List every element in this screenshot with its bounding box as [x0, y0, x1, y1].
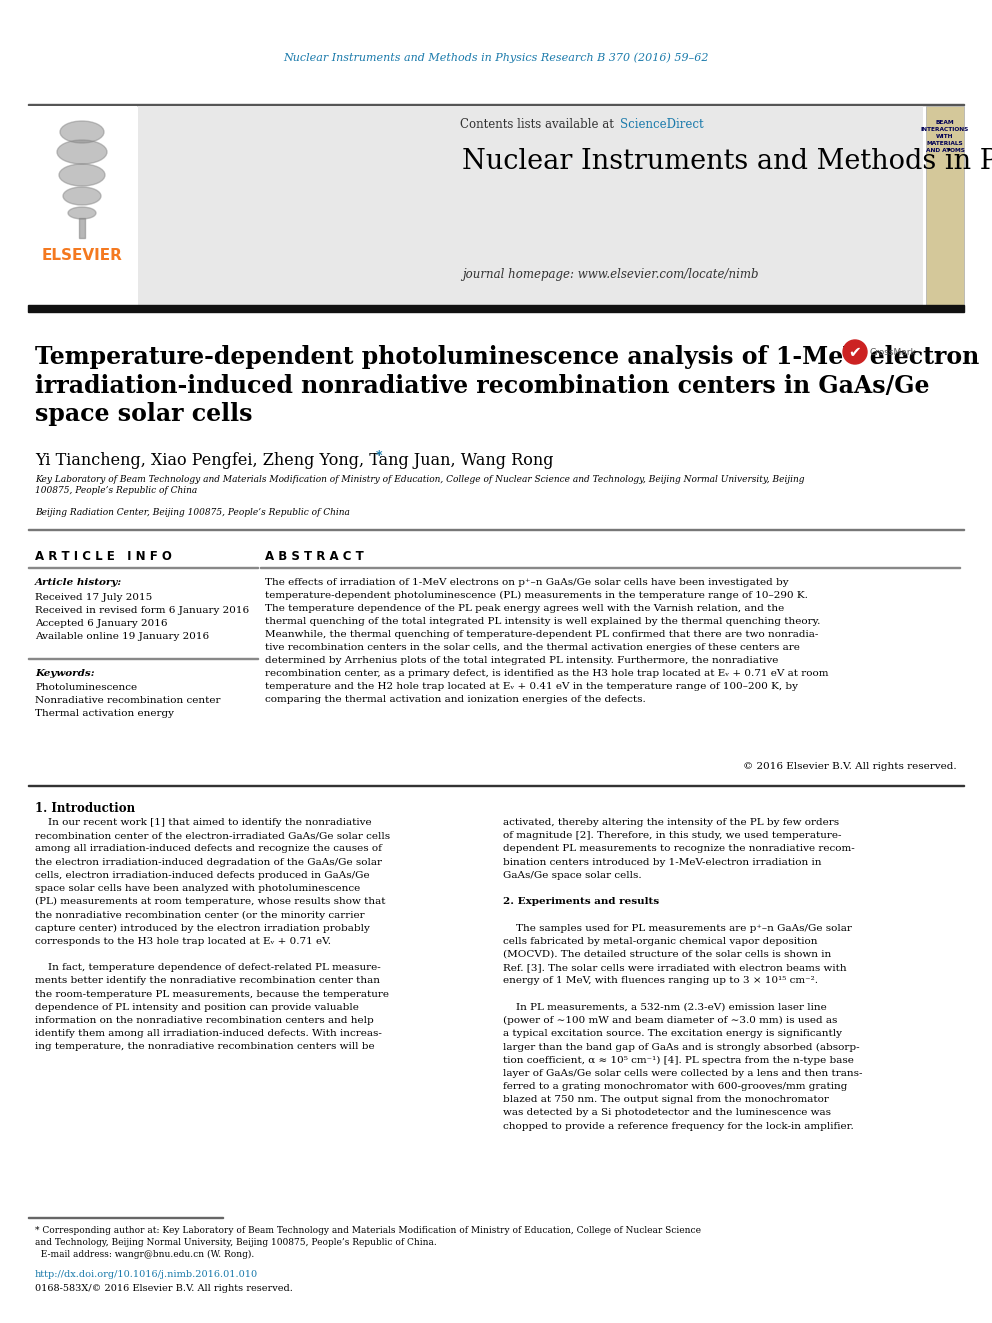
Text: Received 17 July 2015: Received 17 July 2015: [35, 593, 152, 602]
Bar: [138, 106, 923, 308]
Text: © 2016 Elsevier B.V. All rights reserved.: © 2016 Elsevier B.V. All rights reserved…: [743, 762, 957, 771]
Text: Temperature-dependent photoluminescence analysis of 1-MeV electron
irradiation-i: Temperature-dependent photoluminescence …: [35, 345, 979, 426]
Text: Keywords:: Keywords:: [35, 669, 94, 677]
Text: Key Laboratory of Beam Technology and Materials Modification of Ministry of Educ: Key Laboratory of Beam Technology and Ma…: [35, 475, 805, 495]
Text: corresponds to the H3 hole trap located at Eᵥ + 0.71 eV.: corresponds to the H3 hole trap located …: [35, 937, 331, 946]
Text: of magnitude [2]. Therefore, in this study, we used temperature-: of magnitude [2]. Therefore, in this stu…: [503, 831, 841, 840]
Text: Nuclear Instruments and Methods in Physics Research B: Nuclear Instruments and Methods in Physi…: [462, 148, 992, 175]
Bar: [926, 106, 964, 308]
Text: ferred to a grating monochromator with 600-grooves/mm grating: ferred to a grating monochromator with 6…: [503, 1082, 847, 1091]
Text: identify them among all irradiation-induced defects. With increas-: identify them among all irradiation-indu…: [35, 1029, 382, 1039]
Text: ELSEVIER: ELSEVIER: [42, 247, 122, 263]
Text: recombination center, as a primary defect, is identified as the H3 hole trap loc: recombination center, as a primary defec…: [265, 669, 828, 677]
Text: 0168-583X/© 2016 Elsevier B.V. All rights reserved.: 0168-583X/© 2016 Elsevier B.V. All right…: [35, 1285, 293, 1293]
Text: temperature-dependent photoluminescence (PL) measurements in the temperature ran: temperature-dependent photoluminescence …: [265, 591, 807, 601]
Text: the nonradiative recombination center (or the minority carrier: the nonradiative recombination center (o…: [35, 910, 365, 919]
Bar: [79, 218, 85, 238]
Text: determined by Arrhenius plots of the total integrated PL intensity. Furthermore,: determined by Arrhenius plots of the tot…: [265, 656, 779, 665]
Text: Available online 19 January 2016: Available online 19 January 2016: [35, 632, 209, 642]
Text: In PL measurements, a 532-nm (2.3-eV) emission laser line: In PL measurements, a 532-nm (2.3-eV) em…: [503, 1003, 826, 1012]
Text: Photoluminescence: Photoluminescence: [35, 683, 137, 692]
Text: activated, thereby altering the intensity of the PL by few orders: activated, thereby altering the intensit…: [503, 818, 839, 827]
Text: layer of GaAs/Ge solar cells were collected by a lens and then trans-: layer of GaAs/Ge solar cells were collec…: [503, 1069, 862, 1078]
Text: The samples used for PL measurements are p⁺–n GaAs/Ge solar: The samples used for PL measurements are…: [503, 923, 852, 933]
Text: ScienceDirect: ScienceDirect: [620, 118, 703, 131]
Bar: [28, 103, 964, 105]
Text: Meanwhile, the thermal quenching of temperature-dependent PL confirmed that ther: Meanwhile, the thermal quenching of temp…: [265, 630, 818, 639]
Text: a typical excitation source. The excitation energy is significantly: a typical excitation source. The excitat…: [503, 1029, 842, 1039]
Circle shape: [843, 340, 867, 364]
Ellipse shape: [60, 120, 104, 143]
Text: was detected by a Si photodetector and the luminescence was: was detected by a Si photodetector and t…: [503, 1109, 831, 1118]
Bar: [28, 106, 137, 308]
Text: thermal quenching of the total integrated PL intensity is well explained by the : thermal quenching of the total integrate…: [265, 617, 820, 626]
Text: Accepted 6 January 2016: Accepted 6 January 2016: [35, 619, 168, 628]
Ellipse shape: [57, 140, 107, 164]
Text: cells, electron irradiation-induced defects produced in GaAs/Ge: cells, electron irradiation-induced defe…: [35, 871, 370, 880]
Text: cells fabricated by metal-organic chemical vapor deposition: cells fabricated by metal-organic chemic…: [503, 937, 817, 946]
Text: Received in revised form 6 January 2016: Received in revised form 6 January 2016: [35, 606, 249, 615]
Text: http://dx.doi.org/10.1016/j.nimb.2016.01.010: http://dx.doi.org/10.1016/j.nimb.2016.01…: [35, 1270, 258, 1279]
Text: dependence of PL intensity and position can provide valuable: dependence of PL intensity and position …: [35, 1003, 359, 1012]
Text: dependent PL measurements to recognize the nonradiative recom-: dependent PL measurements to recognize t…: [503, 844, 855, 853]
Text: CrossMark: CrossMark: [870, 348, 917, 357]
Text: Nonradiative recombination center: Nonradiative recombination center: [35, 696, 220, 705]
Text: bination centers introduced by 1-MeV-electron irradiation in: bination centers introduced by 1-MeV-ele…: [503, 857, 821, 867]
Text: comparing the thermal activation and ionization energies of the defects.: comparing the thermal activation and ion…: [265, 695, 646, 704]
Text: Yi Tiancheng, Xiao Pengfei, Zheng Yong, Tang Juan, Wang Rong: Yi Tiancheng, Xiao Pengfei, Zheng Yong, …: [35, 452, 554, 468]
Text: energy of 1 MeV, with fluences ranging up to 3 × 10¹⁵ cm⁻².: energy of 1 MeV, with fluences ranging u…: [503, 976, 818, 986]
Text: Ref. [3]. The solar cells were irradiated with electron beams with: Ref. [3]. The solar cells were irradiate…: [503, 963, 846, 972]
Text: A B S T R A C T: A B S T R A C T: [265, 550, 364, 564]
Text: temperature and the H2 hole trap located at Eᵥ + 0.41 eV in the temperature rang: temperature and the H2 hole trap located…: [265, 681, 798, 691]
Text: BEAM
INTERACTIONS
WITH
MATERIALS
AND ATOMS: BEAM INTERACTIONS WITH MATERIALS AND ATO…: [921, 120, 969, 153]
Text: Thermal activation energy: Thermal activation energy: [35, 709, 174, 718]
Text: 1. Introduction: 1. Introduction: [35, 802, 135, 815]
Text: capture center) introduced by the electron irradiation probably: capture center) introduced by the electr…: [35, 923, 370, 933]
Text: Nuclear Instruments and Methods in Physics Research B 370 (2016) 59–62: Nuclear Instruments and Methods in Physi…: [284, 52, 708, 62]
Text: blazed at 750 nm. The output signal from the monochromator: blazed at 750 nm. The output signal from…: [503, 1095, 829, 1105]
Text: ✔: ✔: [848, 344, 861, 360]
Text: tive recombination centers in the solar cells, and the thermal activation energi: tive recombination centers in the solar …: [265, 643, 800, 652]
Text: (MOCVD). The detailed structure of the solar cells is shown in: (MOCVD). The detailed structure of the s…: [503, 950, 831, 959]
Text: The temperature dependence of the PL peak energy agrees well with the Varnish re: The temperature dependence of the PL pea…: [265, 605, 785, 613]
Text: the room-temperature PL measurements, because the temperature: the room-temperature PL measurements, be…: [35, 990, 389, 999]
Text: GaAs/Ge space solar cells.: GaAs/Ge space solar cells.: [503, 871, 642, 880]
Text: chopped to provide a reference frequency for the lock-in amplifier.: chopped to provide a reference frequency…: [503, 1122, 854, 1131]
Text: In our recent work [1] that aimed to identify the nonradiative: In our recent work [1] that aimed to ide…: [35, 818, 372, 827]
Text: tion coefficient, α ≈ 10⁵ cm⁻¹) [4]. PL spectra from the n-type base: tion coefficient, α ≈ 10⁵ cm⁻¹) [4]. PL …: [503, 1056, 854, 1065]
Ellipse shape: [68, 206, 96, 220]
Text: recombination center of the electron-irradiated GaAs/Ge solar cells: recombination center of the electron-irr…: [35, 831, 390, 840]
Text: * Corresponding author at: Key Laboratory of Beam Technology and Materials Modif: * Corresponding author at: Key Laborator…: [35, 1226, 701, 1234]
Text: journal homepage: www.elsevier.com/locate/nimb: journal homepage: www.elsevier.com/locat…: [462, 269, 759, 280]
Text: (power of ∼100 mW and beam diameter of ∼3.0 mm) is used as: (power of ∼100 mW and beam diameter of ∼…: [503, 1016, 837, 1025]
Text: 2. Experiments and results: 2. Experiments and results: [503, 897, 659, 906]
Text: ments better identify the nonradiative recombination center than: ments better identify the nonradiative r…: [35, 976, 380, 986]
Text: and Technology, Beijing Normal University, Beijing 100875, People’s Republic of : and Technology, Beijing Normal Universit…: [35, 1238, 436, 1248]
Ellipse shape: [63, 187, 101, 205]
Text: ing temperature, the nonradiative recombination centers will be: ing temperature, the nonradiative recomb…: [35, 1043, 375, 1052]
Text: information on the nonradiative recombination centers and help: information on the nonradiative recombin…: [35, 1016, 374, 1025]
Ellipse shape: [59, 164, 105, 187]
Text: The effects of irradiation of 1-MeV electrons on p⁺–n GaAs/Ge solar cells have b: The effects of irradiation of 1-MeV elec…: [265, 578, 789, 587]
Text: In fact, temperature dependence of defect-related PL measure-: In fact, temperature dependence of defec…: [35, 963, 381, 972]
Text: Article history:: Article history:: [35, 578, 122, 587]
Bar: [28, 306, 964, 312]
Text: (PL) measurements at room temperature, whose results show that: (PL) measurements at room temperature, w…: [35, 897, 386, 906]
Text: E-mail address: wangr@bnu.edu.cn (W. Rong).: E-mail address: wangr@bnu.edu.cn (W. Ron…: [35, 1250, 254, 1259]
Text: larger than the band gap of GaAs and is strongly absorbed (absorp-: larger than the band gap of GaAs and is …: [503, 1043, 860, 1052]
Text: the electron irradiation-induced degradation of the GaAs/Ge solar: the electron irradiation-induced degrada…: [35, 857, 382, 867]
Text: space solar cells have been analyzed with photoluminescence: space solar cells have been analyzed wit…: [35, 884, 360, 893]
Text: Beijing Radiation Center, Beijing 100875, People’s Republic of China: Beijing Radiation Center, Beijing 100875…: [35, 508, 350, 517]
Text: among all irradiation-induced defects and recognize the causes of: among all irradiation-induced defects an…: [35, 844, 382, 853]
Text: *: *: [376, 448, 383, 462]
Text: A R T I C L E   I N F O: A R T I C L E I N F O: [35, 550, 172, 564]
Text: Contents lists available at: Contents lists available at: [460, 118, 618, 131]
